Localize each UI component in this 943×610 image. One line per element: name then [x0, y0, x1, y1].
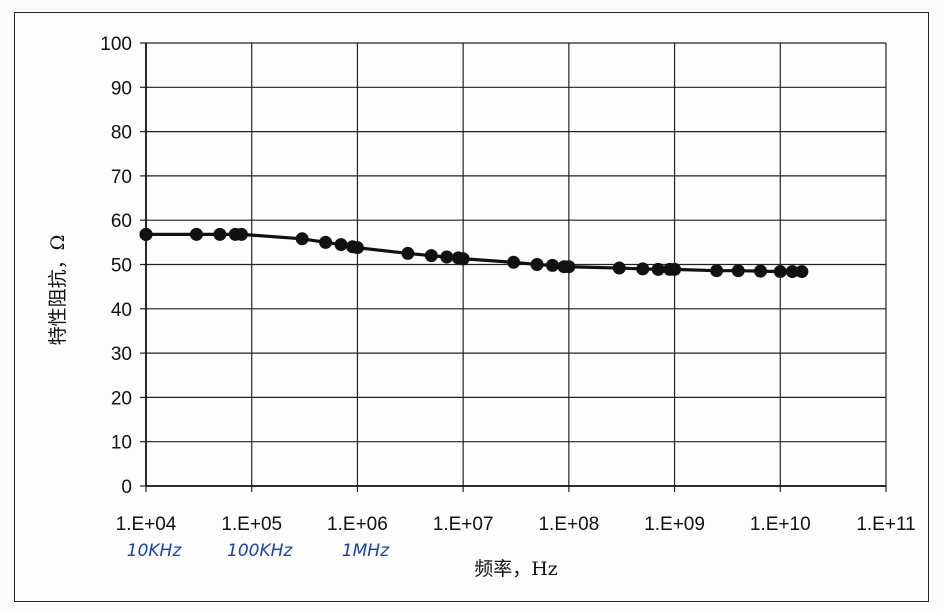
handwritten-note: 1MHz	[342, 541, 390, 561]
y-tick-label: 100	[100, 34, 132, 55]
data-point	[785, 265, 799, 279]
y-tick-label: 40	[111, 300, 132, 321]
data-point	[636, 262, 650, 276]
data-point	[651, 262, 665, 276]
data-point	[507, 255, 521, 269]
y-axis-label: 特性阻抗，Ω	[47, 235, 69, 346]
data-point	[530, 258, 544, 271]
data-point	[562, 260, 576, 274]
data-point	[440, 250, 454, 264]
data-point	[668, 262, 682, 276]
handwritten-note: 10KHz	[127, 541, 183, 561]
data-point	[710, 264, 724, 278]
data-point	[773, 265, 787, 279]
x-tick-label: 1.E+11	[856, 514, 915, 535]
x-tick-label: 1.E+10	[750, 514, 811, 535]
y-tick-label: 0	[121, 477, 132, 498]
data-point	[234, 227, 248, 241]
data-point	[139, 227, 153, 241]
x-tick-label: 1.E+08	[538, 514, 599, 535]
data-point	[189, 227, 203, 241]
data-point	[319, 235, 333, 249]
handwritten-note: 100KHz	[227, 541, 293, 561]
data-point	[545, 258, 559, 272]
x-tick-label: 1.E+04	[116, 514, 177, 535]
y-tick-label: 30	[111, 344, 132, 365]
data-point	[612, 261, 626, 275]
data-series	[139, 227, 809, 279]
data-point	[401, 246, 415, 260]
chart-frame	[14, 12, 929, 602]
x-tick-labels: 1.E+04 1.E+05 1.E+06 1.E+07 1.E+08 1.E+09 1.E+…	[116, 514, 916, 535]
grid-lines	[146, 42, 887, 486]
x-tick-label: 1.E+07	[433, 514, 494, 535]
data-point	[424, 249, 438, 263]
data-point	[350, 241, 364, 255]
x-tick-label: 1.E+06	[327, 514, 388, 535]
axes	[140, 42, 887, 492]
data-point	[213, 227, 227, 241]
y-tick-label: 50	[111, 256, 132, 277]
y-tick-label: 70	[111, 167, 132, 188]
data-point	[754, 264, 768, 278]
handwritten-annotations: 10KHz 100KHz 1MHz	[127, 541, 390, 561]
y-tick-label: 80	[111, 123, 132, 144]
y-tick-label: 20	[111, 388, 132, 409]
y-tick-label: 90	[111, 78, 132, 99]
data-point	[731, 264, 745, 278]
y-tick-label: 60	[111, 211, 132, 232]
x-tick-label: 1.E+05	[221, 514, 282, 535]
x-axis-label: 频率，Hz	[474, 558, 558, 580]
x-tick-label: 1.E+09	[644, 514, 705, 535]
y-tick-labels: 0 10 20 30 40 50 60 70 80 90 100	[100, 34, 132, 498]
data-point	[795, 265, 809, 279]
y-tick-label: 10	[111, 433, 132, 454]
data-point	[334, 238, 348, 252]
data-point	[456, 252, 470, 266]
data-point	[295, 232, 309, 246]
